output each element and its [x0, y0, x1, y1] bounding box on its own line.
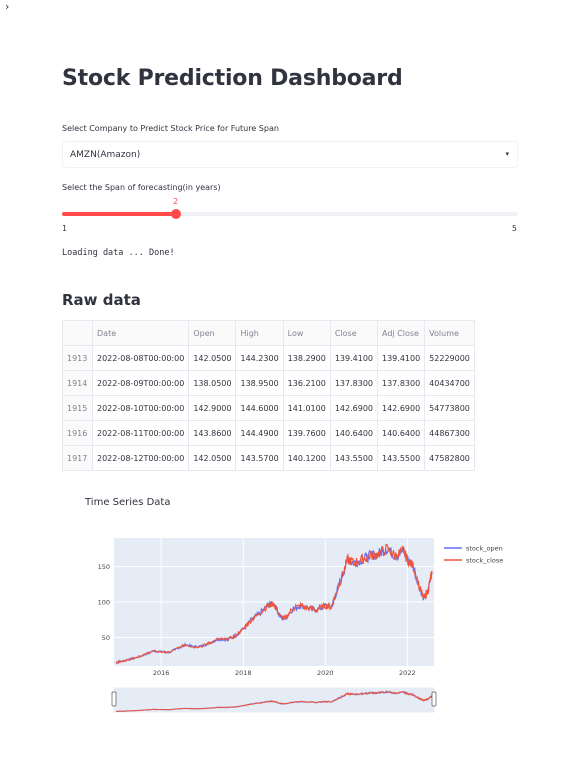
- range-slider-series: [115, 690, 433, 713]
- table-cell[interactable]: 138.9500: [235, 370, 284, 396]
- table-header-row: Date Open High Low Close Adj Close Volum…: [62, 320, 475, 346]
- table-cell-index: 1914: [62, 370, 93, 396]
- x-tick-label: 2022: [399, 669, 416, 677]
- company-select-value: AMZN(Amazon): [70, 150, 141, 160]
- table-row: 1914 2022-08-09T00:00:00 138.0500 138.95…: [62, 370, 475, 396]
- column-header-high[interactable]: High: [235, 320, 284, 346]
- legend-label-stock_open[interactable]: stock_open: [466, 545, 503, 553]
- table-cell[interactable]: 44867300: [424, 420, 475, 446]
- column-header-open[interactable]: Open: [188, 320, 237, 346]
- table-cell[interactable]: 142.0500: [188, 345, 237, 371]
- chevron-down-icon[interactable]: ▾: [505, 150, 509, 158]
- table-cell[interactable]: 143.8600: [188, 420, 237, 446]
- legend-label-stock_close[interactable]: stock_close: [466, 557, 503, 565]
- table-cell[interactable]: 141.0100: [282, 395, 331, 421]
- table-cell[interactable]: 143.5500: [329, 445, 379, 471]
- table-cell-index: 1915: [62, 395, 93, 421]
- legend[interactable]: stock_open stock_close: [444, 545, 503, 565]
- span-slider-min: 1: [62, 224, 67, 233]
- page-title: Stock Prediction Dashboard: [62, 66, 403, 91]
- table-cell[interactable]: 138.2900: [282, 345, 331, 371]
- company-select[interactable]: AMZN(Amazon) ▾: [62, 141, 518, 168]
- table-cell[interactable]: 2022-08-12T00:00:00: [91, 445, 190, 471]
- column-header-close[interactable]: Close: [329, 320, 379, 346]
- table-row: 1916 2022-08-11T00:00:00 143.8600 144.49…: [62, 420, 475, 446]
- table-cell[interactable]: 139.4100: [329, 345, 379, 371]
- table-cell[interactable]: 143.5700: [235, 445, 284, 471]
- plot-gridlines: [114, 538, 434, 666]
- table-cell-index: 1916: [62, 420, 93, 446]
- sidebar-expand-icon[interactable]: ›: [5, 0, 10, 13]
- table-cell-index: 1917: [62, 445, 93, 471]
- table-cell[interactable]: 142.0500: [188, 445, 237, 471]
- span-slider-track-rest: [176, 212, 518, 216]
- series-line-stock_close: [115, 543, 433, 665]
- x-tick-label: 2016: [153, 669, 170, 677]
- table-cell[interactable]: 136.2100: [282, 370, 331, 396]
- table-cell[interactable]: 2022-08-08T00:00:00: [91, 345, 190, 371]
- table-cell[interactable]: 137.8300: [329, 370, 379, 396]
- raw-data-table[interactable]: Date Open High Low Close Adj Close Volum…: [62, 320, 475, 471]
- table-cell[interactable]: 144.6000: [235, 395, 284, 421]
- table-cell[interactable]: 140.1200: [282, 445, 331, 471]
- table-row: 1917 2022-08-12T00:00:00 142.0500 143.57…: [62, 445, 475, 471]
- table-cell[interactable]: 54773800: [424, 395, 475, 421]
- table-cell[interactable]: 142.6900: [329, 395, 379, 421]
- table-cell[interactable]: 140.6400: [376, 420, 426, 446]
- x-tick-label: 2020: [317, 669, 334, 677]
- span-slider-track-filled: [62, 212, 176, 216]
- table-cell[interactable]: 2022-08-09T00:00:00: [91, 370, 190, 396]
- column-header-adj-close[interactable]: Adj Close: [376, 320, 426, 346]
- table-cell[interactable]: 2022-08-10T00:00:00: [91, 395, 190, 421]
- table-cell[interactable]: 140.6400: [329, 420, 379, 446]
- y-axis-ticks: 50 100 150: [98, 563, 110, 642]
- table-cell[interactable]: 142.9000: [188, 395, 237, 421]
- x-tick-label: 2018: [235, 669, 252, 677]
- span-slider[interactable]: [62, 209, 518, 219]
- chart-title: Time Series Data: [85, 497, 171, 508]
- company-select-label: Select Company to Predict Stock Price fo…: [62, 124, 279, 133]
- y-tick-label: 150: [98, 563, 110, 571]
- span-slider-label: Select the Span of forecasting(in years): [62, 183, 221, 192]
- span-slider-max: 5: [512, 224, 517, 233]
- column-header-low[interactable]: Low: [282, 320, 331, 346]
- table-cell[interactable]: 139.7600: [282, 420, 331, 446]
- table-cell[interactable]: 137.8300: [376, 370, 426, 396]
- raw-data-title: Raw data: [62, 291, 141, 309]
- range-slider-right-handle[interactable]: [431, 691, 437, 707]
- x-axis-ticks: 2016 2018 2020 2022: [153, 669, 416, 677]
- plot-series: [115, 543, 433, 665]
- table-row: 1913 2022-08-08T00:00:00 142.0500 144.23…: [62, 345, 475, 371]
- table-cell[interactable]: 143.5500: [376, 445, 426, 471]
- table-cell[interactable]: 138.0500: [188, 370, 237, 396]
- table-cell[interactable]: 40434700: [424, 370, 475, 396]
- range-slider-left-handle[interactable]: [111, 691, 117, 707]
- span-slider-current-value: 2: [173, 197, 179, 206]
- column-header-date[interactable]: Date: [91, 320, 190, 346]
- table-cell[interactable]: 144.2300: [235, 345, 284, 371]
- loading-status: Loading data ... Done!: [62, 248, 175, 258]
- span-slider-thumb[interactable]: [171, 209, 181, 219]
- table-cell[interactable]: 139.4100: [376, 345, 426, 371]
- table-cell-index: 1913: [62, 345, 93, 371]
- table-cell[interactable]: 144.4900: [235, 420, 284, 446]
- table-cell[interactable]: 142.6900: [376, 395, 426, 421]
- table-row: 1915 2022-08-10T00:00:00 142.9000 144.60…: [62, 395, 475, 421]
- y-tick-label: 50: [102, 634, 110, 642]
- range-series-line-stock_close: [115, 690, 433, 713]
- table-cell[interactable]: 52229000: [424, 345, 475, 371]
- column-header-index: [62, 320, 93, 346]
- y-tick-label: 100: [98, 599, 110, 607]
- table-cell[interactable]: 47582800: [424, 445, 475, 471]
- table-cell[interactable]: 2022-08-11T00:00:00: [91, 420, 190, 446]
- column-header-volume[interactable]: Volume: [424, 320, 475, 346]
